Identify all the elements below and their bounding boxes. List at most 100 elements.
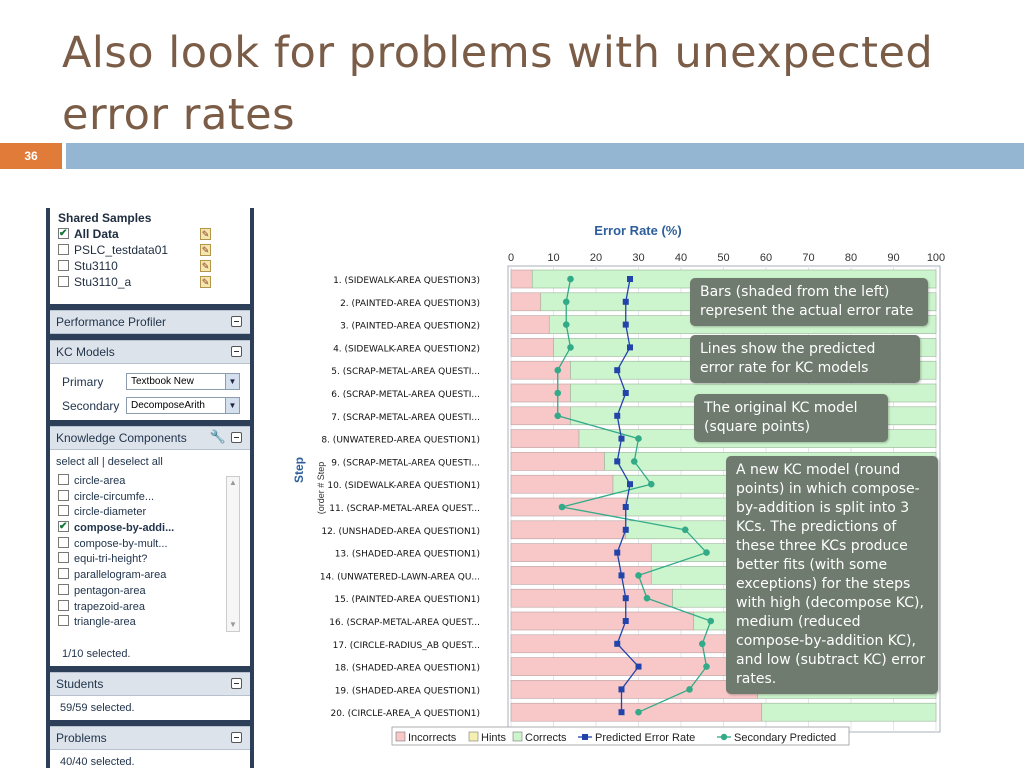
secondary-predicted-point xyxy=(635,572,642,579)
kc-scrollbar[interactable]: ▲ ▼ xyxy=(226,476,240,632)
students-selected: 59/59 selected. xyxy=(60,702,135,714)
students-title: Students xyxy=(56,677,104,691)
secondary-predicted-point xyxy=(567,275,574,283)
kc-label: compose-by-mult... xyxy=(74,537,168,550)
kc-models-title: KC Models xyxy=(56,345,115,359)
edit-icon[interactable]: ✎ xyxy=(200,244,211,256)
sample-checkbox[interactable] xyxy=(58,226,69,242)
x-tick-label: 40 xyxy=(675,252,687,264)
category-label: 3. (PAINTED-AREA QUESTION2) xyxy=(340,322,480,332)
collapse-icon[interactable] xyxy=(231,678,242,689)
kc-item[interactable]: circle-area xyxy=(58,474,226,490)
problems-header[interactable]: Problems xyxy=(50,726,250,750)
secondary-predicted-point xyxy=(562,321,570,328)
shared-samples-title: Shared Samples xyxy=(58,211,152,225)
kc-item[interactable]: circle-diameter xyxy=(58,505,226,521)
primary-label: Primary xyxy=(62,375,104,389)
sample-row[interactable]: PSLC_testdata01 ✎ xyxy=(58,242,242,258)
kc-item[interactable]: compose-by-addi... xyxy=(58,521,226,537)
predicted-error-point xyxy=(635,663,642,670)
incorrect-bar xyxy=(510,680,758,699)
predicted-error-point xyxy=(622,526,629,533)
incorrect-bar xyxy=(510,566,652,585)
kc-label: circle-circumfe... xyxy=(74,490,155,503)
kc-label: compose-by-addi... xyxy=(74,522,175,535)
chart-title: Error Rate (%) xyxy=(594,223,681,238)
kc-item[interactable]: triangle-area xyxy=(58,615,226,631)
incorrect-bar xyxy=(510,611,695,631)
kc-item[interactable]: compose-by-mult... xyxy=(58,536,226,553)
chevron-down-icon[interactable]: ▼ xyxy=(225,374,239,389)
kc-checkbox[interactable] xyxy=(58,505,69,517)
kc-checkbox[interactable] xyxy=(58,536,69,548)
kc-item[interactable]: parallelogram-area xyxy=(58,568,226,584)
secondary-model-select[interactable]: DecomposeArith ▼ xyxy=(126,397,240,414)
predicted-error-point xyxy=(627,344,633,351)
predicted-error-point xyxy=(614,640,621,647)
edit-icon[interactable]: ✎ xyxy=(200,228,211,240)
legend-box xyxy=(391,726,850,746)
kc-item[interactable]: trapezoid-area xyxy=(58,599,226,616)
predicted-error-point xyxy=(622,595,629,602)
edit-icon[interactable]: ✎ xyxy=(200,276,211,288)
kc-checkbox[interactable] xyxy=(58,568,69,580)
kc-item[interactable]: equi-tri-height? xyxy=(58,552,226,568)
category-label: 6. (SCRAP-METAL-AREA QUESTI... xyxy=(331,390,480,400)
kc-item[interactable]: pentagon-area xyxy=(58,583,226,600)
students-header[interactable]: Students xyxy=(50,672,250,696)
collapse-icon[interactable] xyxy=(231,316,242,327)
sample-checkbox[interactable] xyxy=(58,244,69,255)
secondary-model-value: DecomposeArith xyxy=(131,400,205,411)
secondary-predicted-point xyxy=(647,480,655,488)
knowledge-components-header[interactable]: Knowledge Components 🔧 xyxy=(50,426,250,450)
collapse-icon[interactable] xyxy=(231,432,242,443)
sample-label: Stu3110 xyxy=(74,259,118,273)
secondary-predicted-point xyxy=(554,389,562,397)
knowledge-components-title: Knowledge Components xyxy=(56,431,187,445)
wrench-icon[interactable]: 🔧 xyxy=(209,429,226,444)
secondary-predicted-point xyxy=(554,366,562,374)
y-axis-label: Step xyxy=(292,457,306,483)
primary-model-value: Textbook New xyxy=(131,376,194,387)
performance-profiler-header[interactable]: Performance Profiler xyxy=(50,310,250,334)
sample-row[interactable]: Stu3110 ✎ xyxy=(58,258,242,274)
primary-model-select[interactable]: Textbook New ▼ xyxy=(126,373,240,390)
incorrect-bar xyxy=(510,406,571,426)
kc-checkbox[interactable] xyxy=(58,552,69,564)
chevron-down-icon[interactable]: ▼ xyxy=(225,398,239,413)
category-label: 2. (PAINTED-AREA QUESTION3) xyxy=(340,299,480,309)
kc-models-header[interactable]: KC Models xyxy=(50,340,250,364)
sample-checkbox[interactable] xyxy=(58,276,69,287)
kc-checkbox[interactable] xyxy=(58,615,69,627)
predicted-error-point xyxy=(622,504,629,510)
collapse-icon[interactable] xyxy=(231,346,242,357)
sample-row-all-data[interactable]: All Data ✎ xyxy=(58,226,242,242)
edit-icon[interactable]: ✎ xyxy=(200,260,211,272)
collapse-icon[interactable] xyxy=(231,732,242,743)
legend-swatch xyxy=(468,731,479,742)
secondary-predicted-point xyxy=(558,503,566,511)
secondary-predicted-point xyxy=(681,526,689,534)
select-links[interactable]: select all | deselect all xyxy=(56,456,163,468)
category-label: 17. (CIRCLE-RADIUS_AB QUEST... xyxy=(333,641,480,651)
kc-checkbox[interactable] xyxy=(58,489,69,501)
kc-checkbox[interactable] xyxy=(58,599,69,611)
kc-checkbox[interactable] xyxy=(58,474,69,485)
category-label: 4. (SIDEWALK-AREA QUESTION2) xyxy=(333,344,480,354)
predicted-error-point xyxy=(614,458,621,465)
incorrect-bar xyxy=(510,497,627,517)
kc-label: circle-diameter xyxy=(74,506,147,519)
category-label: 7. (SCRAP-METAL-AREA QUESTI... xyxy=(331,413,480,423)
kc-checkbox[interactable] xyxy=(58,583,69,595)
sample-row[interactable]: Stu3110_a ✎ xyxy=(58,274,242,290)
category-label: 12. (UNSHADED-AREA QUESTION1) xyxy=(321,527,480,537)
legend-label: Predicted Error Rate xyxy=(595,732,695,744)
scroll-down-icon[interactable]: ▼ xyxy=(229,620,237,629)
kc-item[interactable]: circle-circumfe... xyxy=(58,489,226,506)
kc-checkbox[interactable] xyxy=(58,521,69,535)
primary-model-row: Primary Textbook New ▼ xyxy=(56,370,244,394)
scroll-up-icon[interactable]: ▲ xyxy=(229,478,237,487)
x-tick-label: 60 xyxy=(760,252,772,264)
sample-checkbox[interactable] xyxy=(58,260,69,271)
category-label: 10. (SIDEWALK-AREA QUESTION1) xyxy=(327,481,480,491)
